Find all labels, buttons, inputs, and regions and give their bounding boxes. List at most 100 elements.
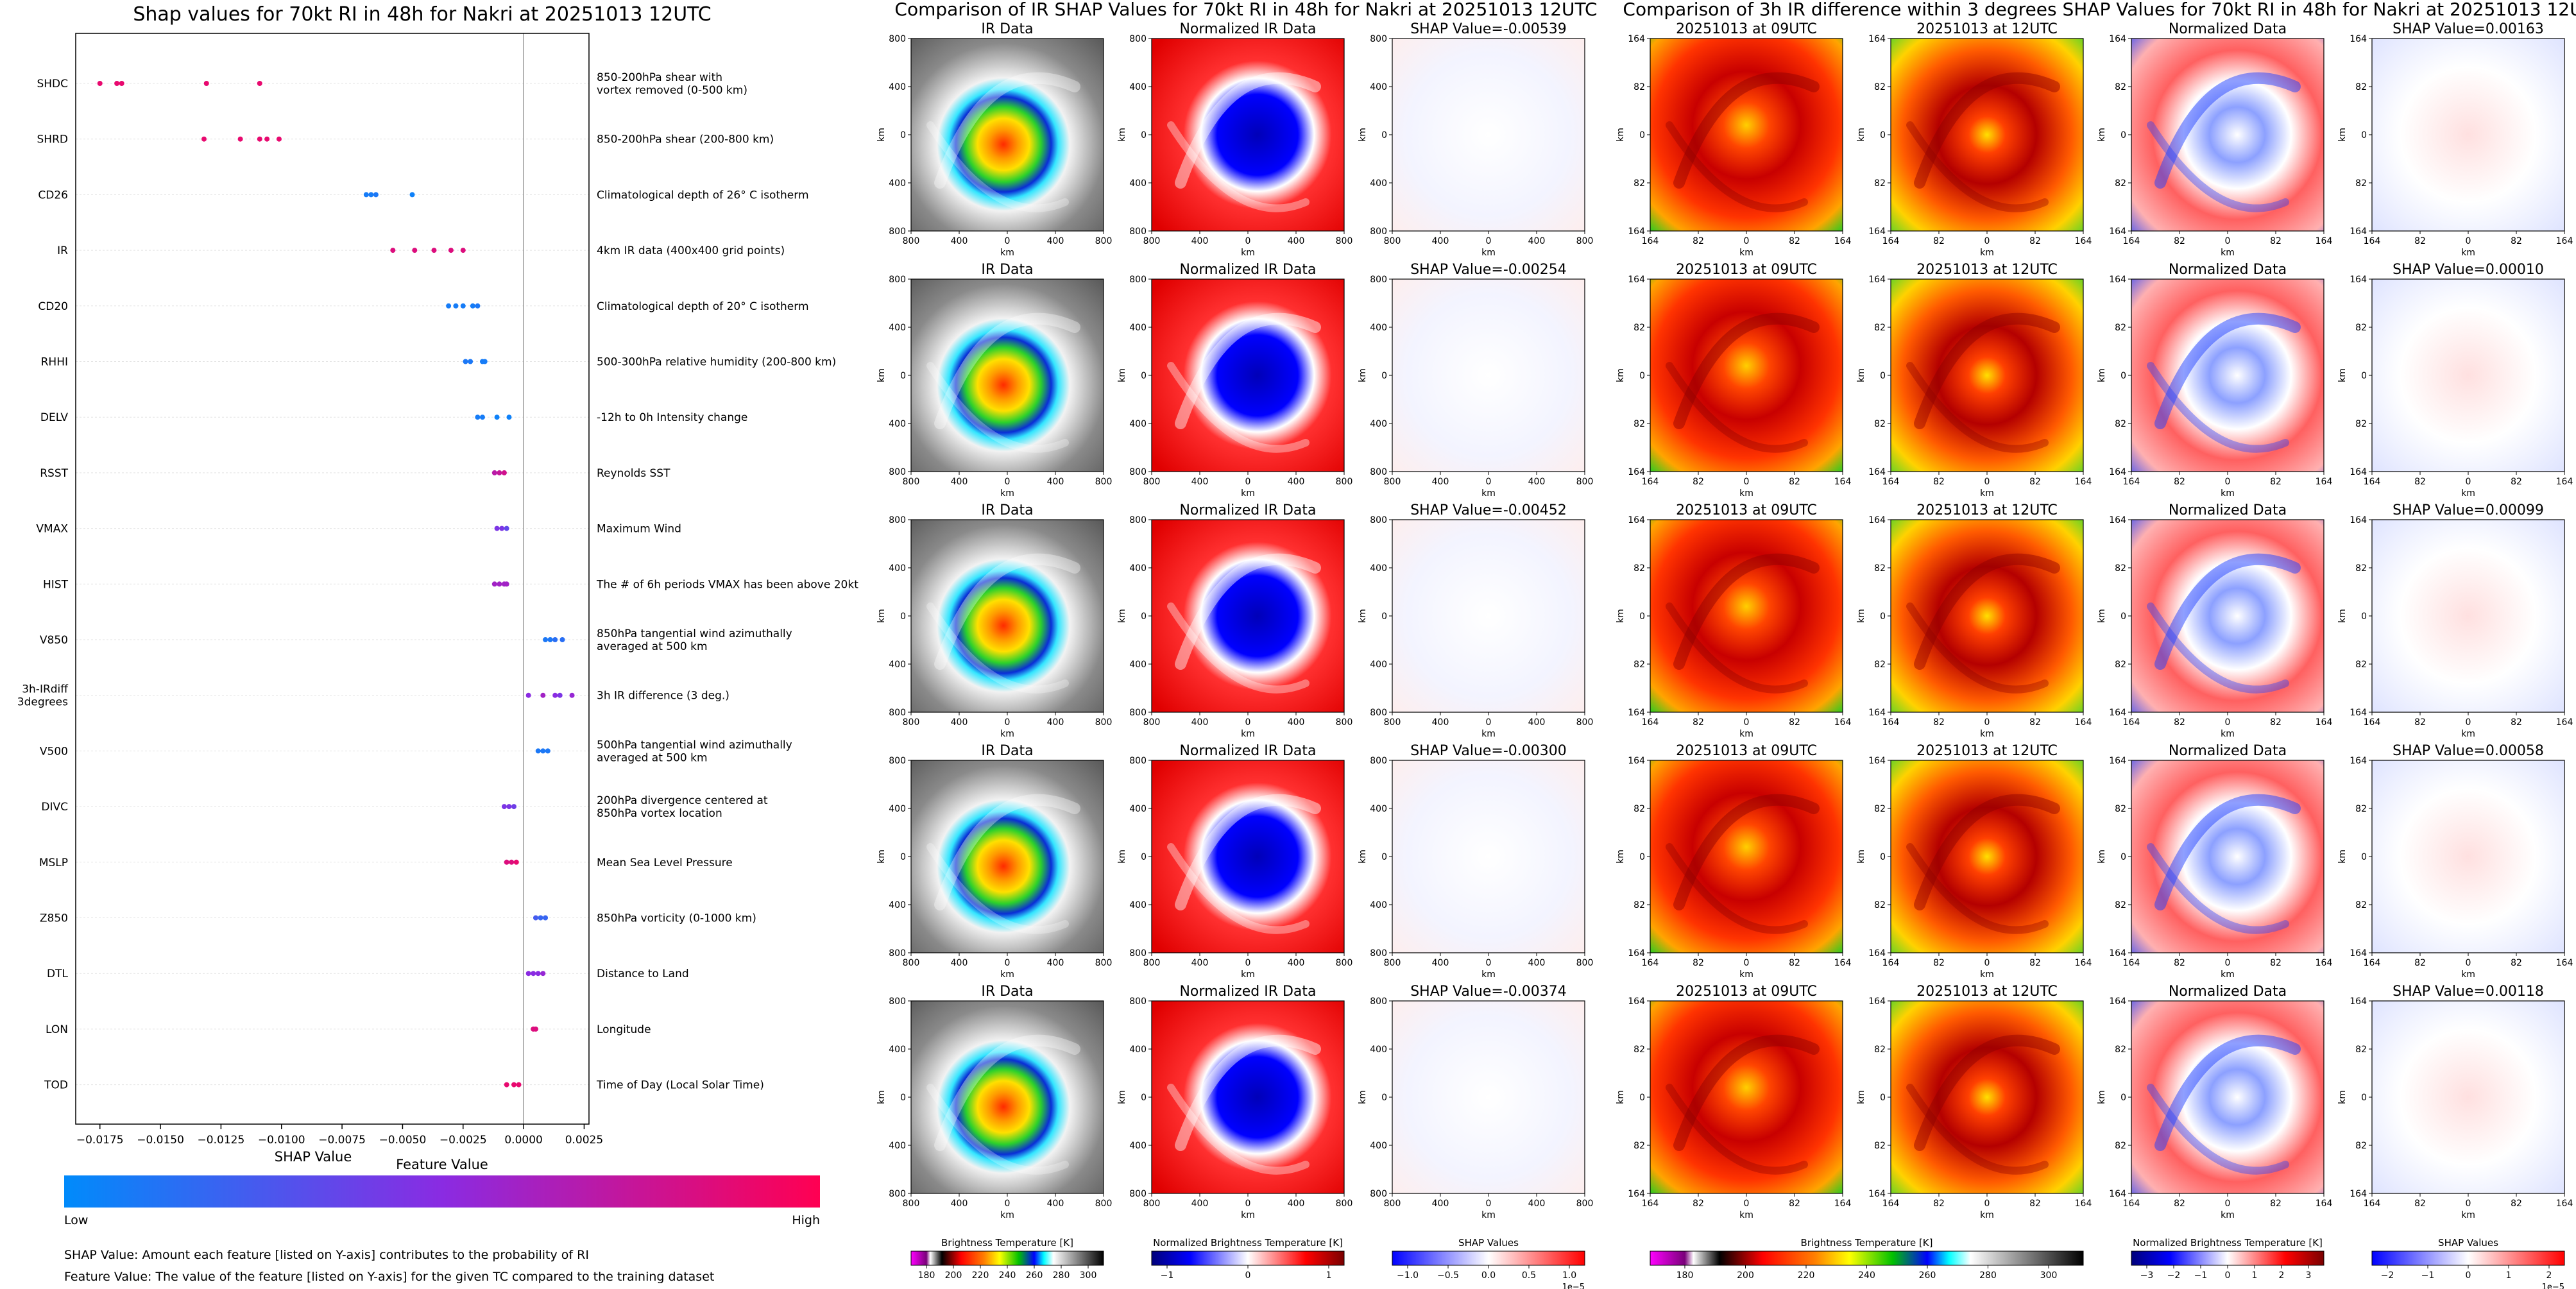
y-tick-label: 82	[2355, 1045, 2367, 1055]
feature-code-label: RSST	[40, 467, 68, 480]
y-tick-label: 0	[900, 1093, 906, 1103]
x-axis-label: km	[1980, 488, 1994, 499]
x-tick-label: 82	[1789, 477, 1800, 487]
y-tick-label: 0	[1639, 611, 1645, 622]
x-axis-label: km	[1000, 1210, 1014, 1220]
shap-point	[460, 248, 466, 253]
x-tick-label: 400	[1047, 958, 1064, 968]
y-tick-label: 164	[2109, 275, 2126, 285]
y-axis-label: km	[1358, 368, 1368, 382]
footnote-feature-value: Feature Value: The value of the feature …	[64, 1270, 715, 1284]
spiral-band	[1673, 553, 1820, 670]
x-tick-label: 0	[1486, 717, 1492, 728]
x-tick-label: 400	[1288, 958, 1305, 968]
y-axis-label: km	[2097, 1090, 2107, 1104]
x-tick-label: 800	[1095, 717, 1113, 728]
y-tick-label: 0	[2120, 852, 2126, 862]
feature-description-label: 3h IR difference (3 deg.)	[597, 690, 729, 703]
ir-0900utc-image	[1650, 279, 1843, 472]
feature-code-label: 3h-IRdiff 3degrees	[17, 683, 69, 709]
x-axis-label: km	[1739, 248, 1753, 258]
panel-title: 20251013 at 12UTC	[1916, 743, 2058, 759]
y-tick-label: 82	[1874, 563, 1886, 574]
y-tick-label: 800	[1129, 515, 1147, 525]
x-tick-label: 800	[1576, 236, 1594, 246]
y-tick-label: 800	[1129, 226, 1147, 237]
panel-title: SHAP Value=0.00010	[2393, 262, 2544, 278]
ir-1200utc-image	[1891, 520, 2083, 712]
x-tick-label: 82	[2414, 477, 2426, 487]
shap-summary-plot: Shap values for 70kt RI in 48h for Nakri…	[17, 3, 858, 1227]
x-tick-label: 400	[1528, 1199, 1546, 1209]
spiral-band	[1175, 794, 1321, 910]
y-tick-label: 82	[1633, 900, 1645, 910]
x-tick-label: 82	[1789, 958, 1800, 968]
y-tick-label: 400	[1129, 660, 1147, 670]
panel-title: IR Data	[981, 984, 1033, 1000]
x-tick-label: 0	[2466, 1199, 2471, 1209]
x-axis-label: km	[2221, 1210, 2235, 1220]
panel-title: Normalized Data	[2169, 984, 2287, 1000]
feature-code-label: DELV	[40, 411, 68, 424]
y-tick-label: 82	[1874, 1045, 1886, 1055]
ir-1200utc-image	[1891, 279, 2083, 472]
y-axis-label: km	[2337, 1090, 2348, 1104]
x-tick-label: 0	[1005, 236, 1011, 246]
x-tick-label: 0	[1984, 477, 1990, 487]
y-axis-label: km	[2097, 849, 2107, 864]
panel-title: IR Data	[981, 21, 1033, 37]
y-tick-label: 164	[1628, 226, 1645, 237]
spiral-band	[2147, 362, 2289, 453]
y-tick-label: 164	[1868, 226, 1886, 237]
y-tick-label: 800	[889, 34, 906, 44]
colorbar-tick-label: 0	[2466, 1270, 2471, 1281]
colorbar	[1650, 1251, 2084, 1266]
colorbar-tick-label: 0	[2225, 1270, 2231, 1281]
plot-frame	[75, 33, 590, 1125]
x-axis-label: km	[2221, 729, 2235, 739]
spiral-band	[2147, 843, 2289, 934]
shap-point	[504, 1082, 509, 1088]
y-tick-label: 800	[1370, 34, 1387, 44]
y-tick-label: 800	[1129, 948, 1147, 959]
y-tick-label: 0	[1141, 130, 1147, 141]
x-tick-label: 0	[2225, 958, 2231, 968]
x-axis-label: km	[2221, 248, 2235, 258]
x-tick-label: 164	[2556, 717, 2573, 728]
y-tick-label: 800	[1370, 756, 1387, 766]
spiral-band	[1666, 843, 1808, 934]
x-axis-label: km	[1980, 969, 1994, 980]
y-axis-label: km	[2337, 368, 2348, 382]
y-tick-label: 82	[2355, 323, 2367, 333]
shap-point	[114, 81, 120, 86]
y-tick-label: 0	[2120, 371, 2126, 381]
x-tick-label: 164	[2123, 477, 2140, 487]
y-tick-label: 82	[2115, 1045, 2126, 1055]
shap-point	[446, 303, 452, 309]
y-tick-label: 0	[1381, 611, 1387, 622]
x-tick-label: −0.0175	[76, 1134, 124, 1147]
shap-point	[504, 581, 509, 587]
colorbar-tick-label: 180	[1676, 1270, 1694, 1281]
shap-point	[501, 804, 507, 810]
panel-title: Normalized IR Data	[1179, 984, 1316, 1000]
spiral-band	[1175, 312, 1321, 429]
ir-0900utc-image	[1650, 760, 1843, 953]
shap-point	[516, 1082, 522, 1088]
ir-shap-map	[1392, 38, 1585, 231]
feature-code-label: CD20	[38, 300, 68, 313]
spiral-band	[1167, 843, 1309, 934]
y-tick-label: 0	[900, 611, 906, 622]
x-tick-label: 400	[1191, 236, 1209, 246]
y-tick-label: 82	[1633, 563, 1645, 574]
ir-0900utc-image	[1650, 1001, 1843, 1193]
y-tick-label: 82	[1874, 900, 1886, 910]
panel-title: 20251013 at 09UTC	[1676, 262, 1817, 278]
x-tick-label: 82	[1933, 717, 1945, 728]
colorbar-tick-label: 0	[1245, 1270, 1251, 1281]
x-tick-label: 82	[1789, 1199, 1800, 1209]
y-tick-label: 82	[1874, 419, 1886, 429]
shap-point	[538, 915, 543, 921]
y-tick-label: 82	[2355, 178, 2367, 189]
x-axis-label: km	[1000, 969, 1014, 980]
